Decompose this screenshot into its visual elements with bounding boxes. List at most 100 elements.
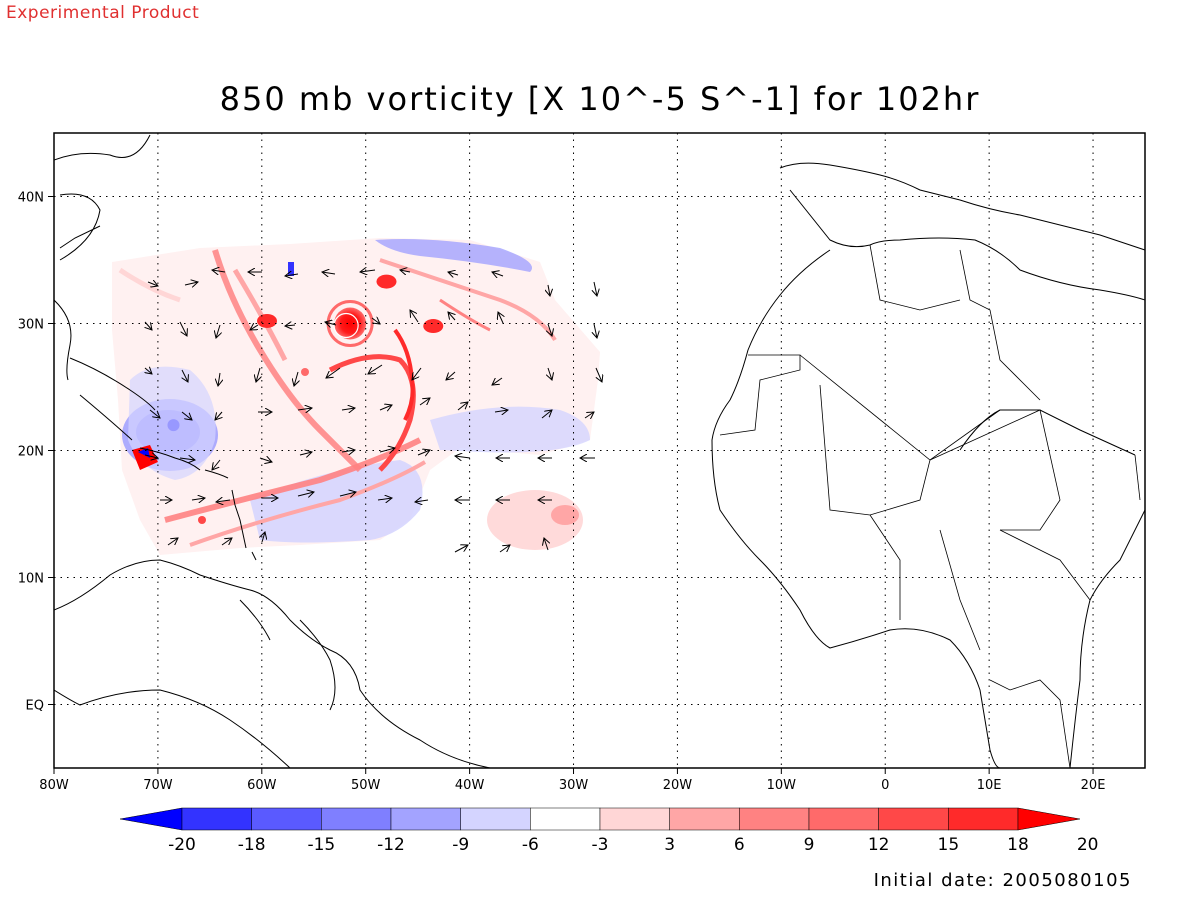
wind-vector-arrow	[256, 367, 260, 382]
wind-vector-arrow	[448, 312, 455, 321]
country-borders	[719, 244, 1141, 768]
cyclone-core	[334, 307, 367, 340]
wind-vector-arrow	[541, 410, 552, 419]
wind-vector-arrow	[455, 456, 471, 458]
wind-vector-arrow	[412, 367, 422, 380]
colorbar-level-label: -3	[592, 835, 609, 855]
wind-vector-arrow	[212, 270, 226, 272]
latitude-tick-label: 40N	[18, 191, 44, 206]
colorbar-swatch	[808, 807, 879, 831]
wind-vector-arrow	[494, 410, 508, 412]
wind-vector-arrow	[400, 270, 411, 272]
southeast-vorticity-patch	[487, 490, 583, 550]
latitude-tick-label: 10N	[18, 572, 44, 587]
colorbar-swatch	[321, 807, 392, 831]
wind-vector-arrow	[250, 325, 259, 330]
wind-vector-arrow	[544, 538, 548, 551]
wind-vector-arrow	[179, 321, 187, 336]
longitude-tick-label: 40W	[455, 778, 485, 793]
wind-vector-arrow	[594, 281, 597, 296]
wind-vector-arrow	[341, 450, 355, 452]
experimental-product-stamp: Experimental Product	[6, 3, 200, 23]
wind-vector-arrow	[262, 532, 265, 543]
colorbar-level-label: -18	[238, 835, 266, 855]
wind-vector-arrow	[326, 367, 341, 378]
wind-vector-arrow	[379, 448, 395, 452]
colorbar-level-label: 12	[868, 835, 890, 855]
wind-vector-arrow	[379, 405, 392, 410]
wind-vector-arrow	[147, 282, 158, 286]
wind-vector-arrow	[341, 408, 355, 410]
colorbar-swatch	[599, 807, 670, 831]
colorbar-level-label: -20	[168, 835, 196, 855]
wind-vector-arrow	[457, 402, 468, 411]
longitude-tick-label: 30W	[559, 778, 589, 793]
longitude-tick-label: 50W	[351, 778, 381, 793]
wind-vector-layer	[144, 270, 602, 553]
colorbar-max-triangle	[1017, 807, 1081, 831]
longitude-tick-label: 20E	[1081, 778, 1106, 793]
longitude-tick-label: 10W	[767, 778, 797, 793]
wind-vector-arrow	[182, 369, 188, 382]
wind-vector-arrow	[371, 318, 380, 324]
wind-vector-arrow	[410, 310, 419, 323]
colorbar-level-label: 3	[664, 835, 675, 855]
wind-vector-arrow	[179, 458, 195, 460]
wind-vector-arrow	[215, 411, 222, 420]
wind-vector-arrow	[419, 398, 430, 406]
longitude-tick-label: 0	[881, 778, 889, 793]
latitude-tick-label: EQ	[26, 699, 44, 714]
wind-vector-arrow	[446, 371, 456, 380]
wind-vector-arrow	[417, 450, 430, 455]
wind-vector-arrow	[218, 372, 220, 386]
colorbar-level-label: -9	[452, 835, 469, 855]
wind-vector-arrow	[548, 323, 552, 336]
graticule	[54, 133, 1145, 768]
colorbar-level-label: 9	[804, 835, 815, 855]
negative-vorticity-center	[167, 419, 180, 432]
wind-vector-arrow	[594, 323, 597, 338]
wind-vector-arrow	[492, 377, 503, 385]
wind-vector-arrow	[377, 498, 392, 500]
wind-vector-arrow	[216, 500, 231, 502]
wind-vector-arrow	[191, 498, 205, 500]
longitude-tick-label: 80W	[39, 778, 69, 793]
wind-vector-arrow	[415, 500, 429, 502]
chart-title: 850 mb vorticity [X 10^-5 S^-1] for 102h…	[219, 80, 981, 118]
wind-vector-arrow	[212, 459, 221, 470]
wind-vector-arrow	[368, 364, 383, 374]
longitude-tick-label: 70W	[143, 778, 173, 793]
latitude-tick-label: 30N	[18, 318, 44, 333]
latitude-tick-label: 20N	[18, 445, 44, 460]
wind-vector-arrow	[144, 455, 158, 458]
colorbar-level-label: -6	[522, 835, 539, 855]
wind-vector-arrow	[584, 412, 594, 418]
wind-vector-arrow	[499, 545, 510, 553]
colorbar-level-label: 20	[1077, 835, 1099, 855]
wind-vector-arrow	[285, 325, 296, 326]
longitude-tick-label: 20W	[663, 778, 693, 793]
wind-vector-arrow	[548, 367, 552, 380]
colorbar-swatch	[669, 807, 740, 831]
initial-date-label: Initial date: 2005080105	[873, 870, 1132, 891]
colorbar-swatch	[460, 807, 531, 831]
vortex-blob	[376, 274, 397, 289]
wind-vector-arrow	[322, 272, 336, 274]
wind-vector-arrow	[184, 282, 198, 285]
longitude-tick-label: 10E	[977, 778, 1002, 793]
colorbar-level-label: 6	[734, 835, 745, 855]
colorbar-level-label: 18	[1007, 835, 1029, 855]
wind-vector-arrow	[454, 545, 468, 553]
colorbar-swatch	[181, 807, 252, 831]
wind-vector-arrow	[325, 322, 337, 325]
colorbar-swatch	[530, 807, 601, 831]
colorbar-swatch	[948, 807, 1019, 831]
wind-vector-arrow	[595, 367, 602, 382]
colorbar: -20 -18 -15 -12 -9 -6 -3 3 6 9 12 15 18 20	[119, 807, 1099, 855]
vortex-blob	[257, 313, 278, 328]
colorbar-swatch	[390, 807, 461, 831]
wind-vector-arrow	[360, 270, 376, 272]
axis-ticks: 80W 70W 60W 50W 40W 30W 20W 10W 0 10E 20E EQ 10N 20N 3…	[18, 191, 1106, 794]
wind-vector-arrow	[297, 408, 312, 410]
